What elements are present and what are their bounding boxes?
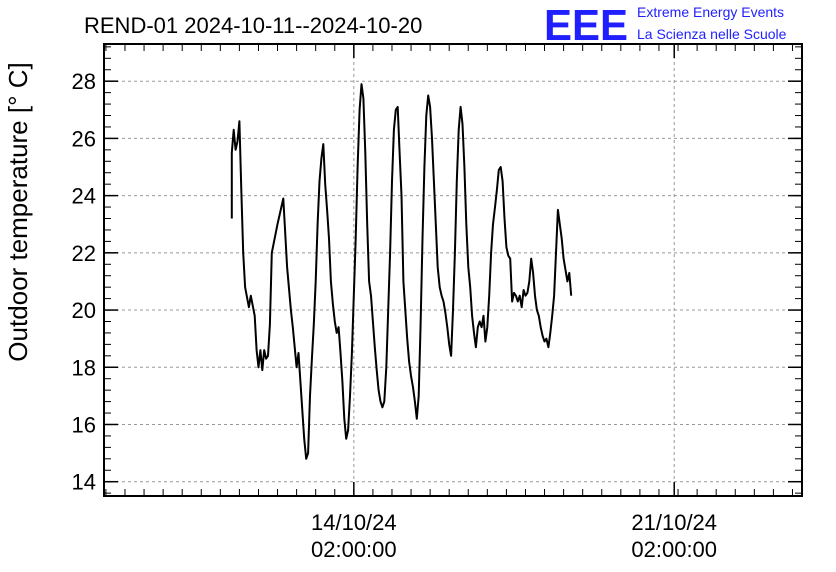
y-tick-label: 14 (72, 470, 96, 495)
y-tick-label: 24 (72, 184, 96, 209)
y-tick-label: 26 (72, 126, 96, 151)
logo: EEE Extreme Energy Events La Scienza nel… (544, 1, 787, 50)
y-tick-label: 20 (72, 298, 96, 323)
series-layer (230, 83, 573, 460)
y-tick-label: 22 (72, 241, 96, 266)
y-tick-label: 16 (72, 412, 96, 437)
x-tick-label: 21/10/24 (631, 510, 717, 535)
x-tick-label: 02:00:00 (631, 537, 717, 562)
chart-title: REND-01 2024-10-11--2024-10-20 (84, 13, 422, 38)
plot-frame (103, 43, 803, 497)
logo-line-2: La Scienza nelle Scuole (637, 26, 787, 42)
x-tick-label: 14/10/24 (311, 510, 397, 535)
temperature-line (230, 83, 573, 460)
y-tick-label: 28 (72, 69, 96, 94)
x-tick-label: 02:00:00 (311, 537, 397, 562)
grid (104, 44, 802, 496)
logo-letters: EEE (544, 1, 628, 50)
y-axis: 14 16 18 20 22 24 26 28 (72, 46, 802, 495)
y-tick-label: 18 (72, 355, 96, 380)
logo-line-1: Extreme Energy Events (637, 4, 784, 20)
y-axis-label: Outdoor temperature [° C] (3, 62, 33, 361)
